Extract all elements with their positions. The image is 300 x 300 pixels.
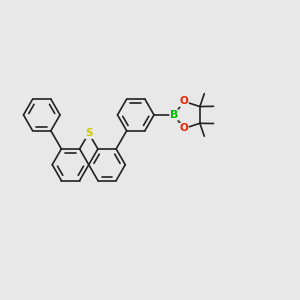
Text: O: O	[180, 124, 188, 134]
Text: S: S	[85, 128, 92, 138]
Text: O: O	[180, 96, 188, 106]
Text: B: B	[170, 110, 178, 120]
